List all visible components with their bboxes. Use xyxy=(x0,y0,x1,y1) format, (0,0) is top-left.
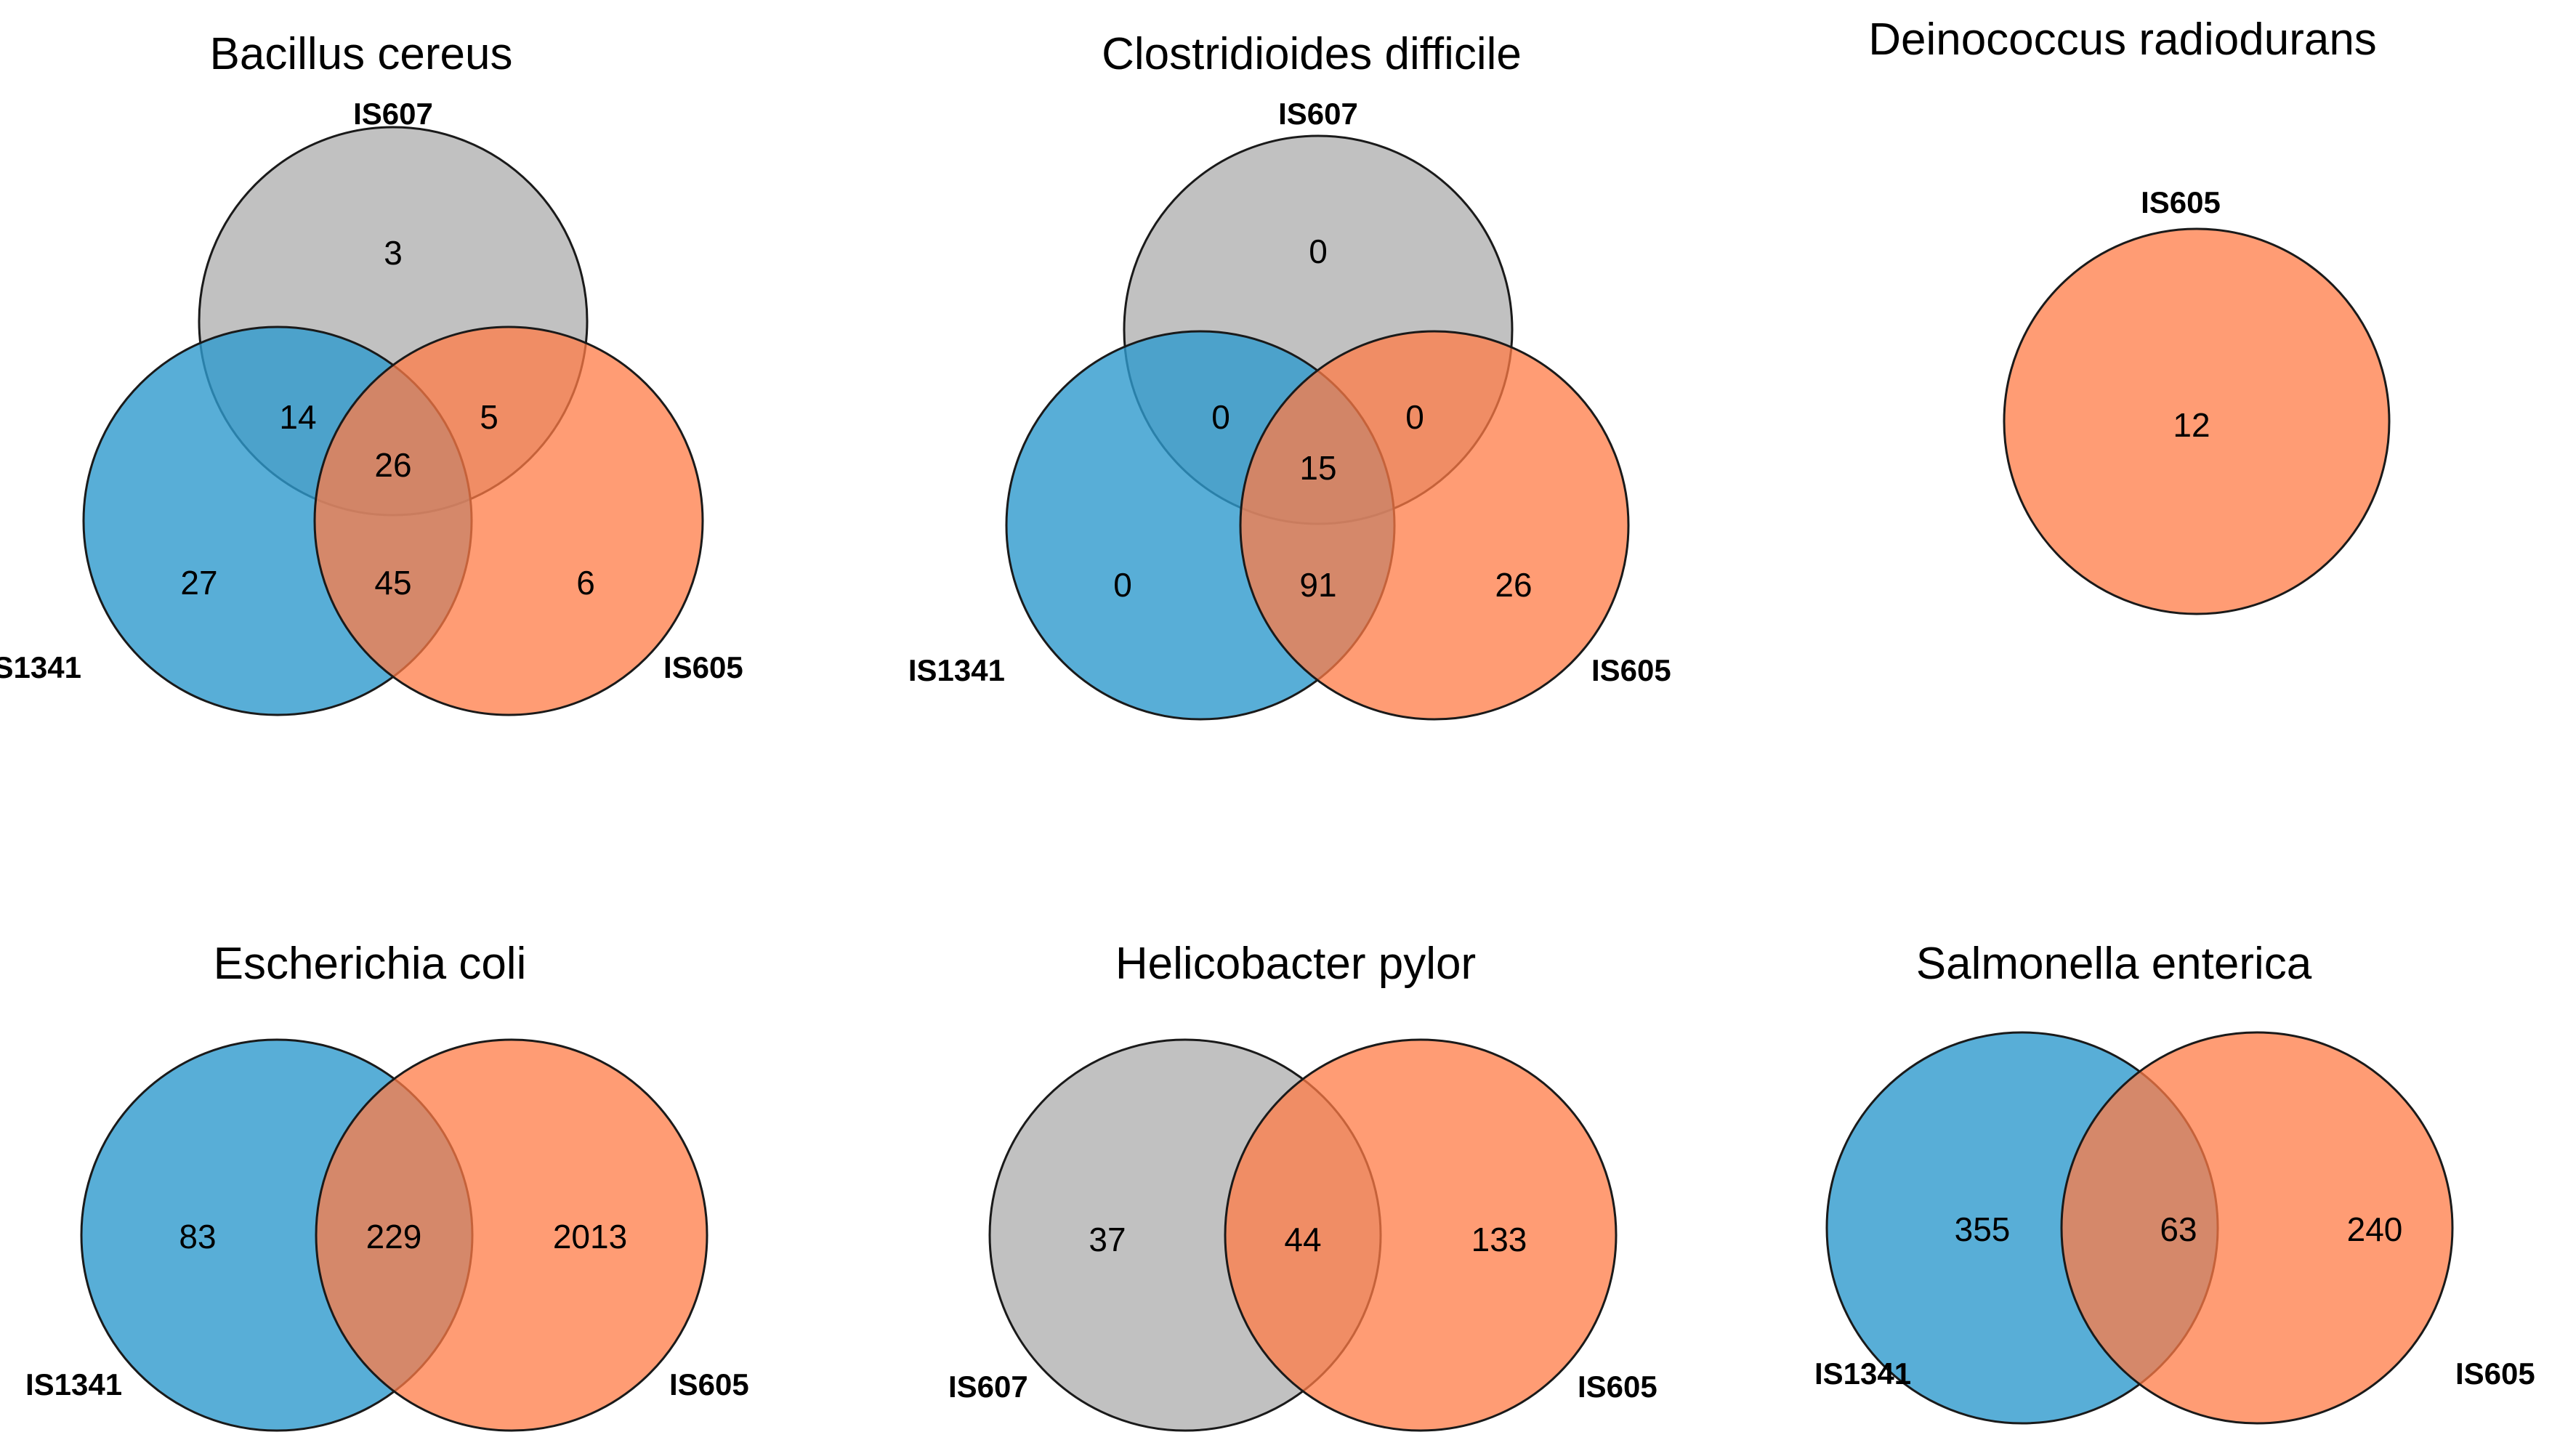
count-is607-is1341: 14 xyxy=(279,398,316,436)
count-is605-only: 2013 xyxy=(553,1218,627,1255)
panel-title: Helicobacter pylor xyxy=(1115,939,1476,989)
panel-clostridioides-difficile: Clostridioides difficile IS607 IS1341 IS… xyxy=(908,29,1671,721)
set-circle-is605 xyxy=(315,1038,708,1432)
set-circle-is605 xyxy=(2003,227,2391,615)
count-both: 63 xyxy=(2160,1210,2197,1248)
panel-title: Escherichia coli xyxy=(214,939,527,989)
set-circle-is605 xyxy=(1239,330,1630,721)
count-is605-only: 26 xyxy=(1495,566,1532,604)
set-circle-is605 xyxy=(2060,1031,2454,1425)
panel-title: Clostridioides difficile xyxy=(1102,29,1522,79)
count-is607-is605: 0 xyxy=(1405,398,1424,436)
count-is1341-is605: 91 xyxy=(1299,566,1336,604)
panel-title: Bacillus cereus xyxy=(210,29,513,79)
count-all-three: 26 xyxy=(374,446,411,484)
panel-escherichia-coli: Escherichia coli IS1341 IS605 83 229 201… xyxy=(25,939,749,1432)
count-is607-only: 37 xyxy=(1089,1221,1126,1258)
set-label-is605: IS605 xyxy=(669,1367,749,1402)
set-circle-is605 xyxy=(1224,1038,1618,1432)
set-label-is605: IS605 xyxy=(663,650,743,684)
count-is607-only: 0 xyxy=(1309,232,1328,270)
set-label-is1341: IS1341 xyxy=(908,653,1005,687)
panel-title: Deinococcus radiodurans xyxy=(1868,15,2377,65)
panel-deinococcus-radiodurans: Deinococcus radiodurans IS605 12 xyxy=(1868,15,2391,615)
count-is1341-only: 0 xyxy=(1113,566,1132,604)
set-label-is605: IS605 xyxy=(2455,1356,2535,1391)
panel-title: Salmonella enterica xyxy=(1916,939,2312,989)
count-is607-only: 3 xyxy=(384,234,403,272)
set-label-is605: IS605 xyxy=(1591,653,1671,687)
set-label-is607: IS607 xyxy=(1278,97,1358,131)
count-is605-only: 133 xyxy=(1471,1221,1527,1258)
panel-helicobacter-pylor: Helicobacter pylor IS607 IS605 37 44 133 xyxy=(948,939,1657,1432)
set-label-is605: IS605 xyxy=(2141,185,2221,219)
count-is607-is605: 5 xyxy=(480,398,498,436)
panel-salmonella-enterica: Salmonella enterica IS1341 IS605 355 63 … xyxy=(1814,939,2535,1425)
set-label-is605: IS605 xyxy=(1578,1370,1657,1404)
count-is605-only: 6 xyxy=(576,564,595,602)
set-label-is607: IS607 xyxy=(353,97,433,131)
count-both: 44 xyxy=(1284,1221,1321,1258)
count-is1341-only: 355 xyxy=(1955,1210,2011,1248)
count-is1341-only: 27 xyxy=(180,564,217,602)
count-is607-is1341: 0 xyxy=(1211,398,1230,436)
set-label-is1341: IS1341 xyxy=(0,650,81,684)
set-label-is607: IS607 xyxy=(948,1370,1028,1404)
set-circle-is605 xyxy=(313,325,704,716)
set-label-is1341: IS1341 xyxy=(25,1367,122,1402)
count-is605-only: 12 xyxy=(2173,406,2210,444)
count-both: 229 xyxy=(366,1218,422,1255)
count-is1341-only: 83 xyxy=(179,1218,216,1255)
set-label-is1341: IS1341 xyxy=(1814,1356,1911,1391)
count-all-three: 15 xyxy=(1299,449,1336,487)
panel-bacillus-cereus: Bacillus cereus IS607 IS1341 IS605 3 14 … xyxy=(0,29,743,716)
count-is605-only: 240 xyxy=(2347,1210,2403,1248)
count-is1341-is605: 45 xyxy=(374,564,411,602)
